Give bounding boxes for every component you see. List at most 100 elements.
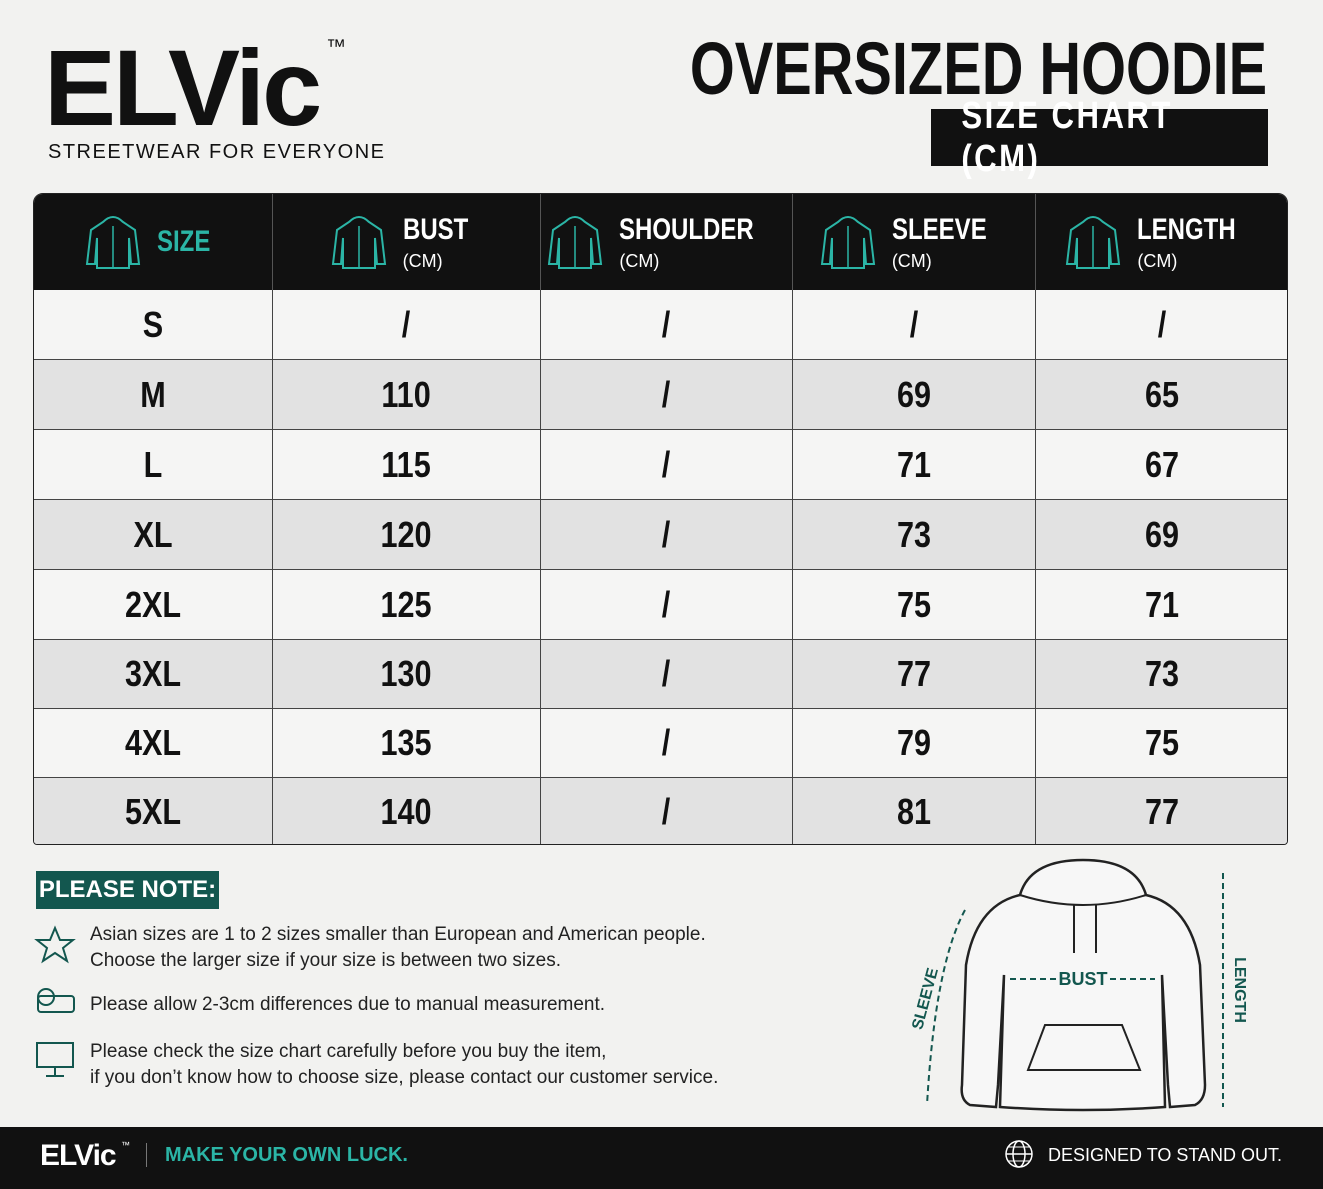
cell-text: / [662,513,671,555]
note-line: if you don’t know how to choose size, pl… [90,1067,719,1088]
cell-text: / [662,653,671,694]
table-cell: / [541,290,793,360]
table-cell: / [541,360,793,430]
table-cell: 71 [793,430,1036,500]
cell-text: / [662,373,671,415]
cell-text: 3XL [124,653,182,694]
cell-text: 5XL [124,790,182,832]
header-text: SLEEVE (CM) [892,213,1010,272]
header-text: SIZE [157,225,224,259]
cell-text: / [402,303,411,345]
size-table: SIZE BUST (CM) SHOULDER (CM) SLEEVE (CM) LENGTH… [33,193,1288,845]
globe-icon [1005,1140,1033,1168]
hoodie-diagram: BUST SLEEVE LENGTH [909,858,1248,1112]
note-line: Please allow 2-3cm differences due to ma… [90,994,606,1015]
sleeve-label: SLEEVE [909,966,942,1032]
cell-text: 115 [381,443,432,485]
table-cell: 71 [1036,570,1287,640]
note-line: Asian sizes are 1 to 2 sizes smaller tha… [90,924,706,945]
table-cell: / [1036,290,1287,360]
divider [146,1143,147,1167]
table-cell: M [34,360,273,430]
header-label: SHOULDER [619,212,755,246]
cell-text: 4XL [124,722,182,763]
table-cell: 5XL [34,778,273,844]
table-cell: 73 [793,500,1036,570]
column-icon [331,216,386,269]
note-line: Please check the size chart carefully be… [90,1041,607,1062]
cell-text: / [662,722,671,763]
table-cell: 120 [273,500,541,570]
table-cell: 115 [273,430,541,500]
notes-title: PLEASE NOTE: [36,871,219,909]
header-text: LENGTH (CM) [1137,213,1260,272]
table-cell: 81 [793,778,1036,844]
cell-text: 75 [896,583,932,625]
table-cell: 67 [1036,430,1287,500]
table-cell: XL [34,500,273,570]
cell-text: 77 [896,653,932,694]
column-icon [1066,216,1121,269]
header-cell: SIZE [34,194,273,290]
table-cell: / [541,500,793,570]
title: OVERSIZED HOODIE [689,27,1267,110]
tagline: STREETWEAR FOR EVERYONE [48,141,386,163]
table-cell: 130 [273,640,541,709]
subtitle-text: SIZE CHART (CM) [961,94,1173,180]
subtitle: SIZE CHART (CM) [931,95,1268,180]
footer [0,1127,1323,1189]
header-text: BUST (CM) [403,213,485,272]
header-label: BUST [402,212,468,246]
cell-text: 77 [1144,790,1180,832]
table-cell: / [541,570,793,640]
cell-text: / [1157,303,1167,345]
cell-text: 130 [380,653,433,694]
header-cell: SHOULDER (CM) [541,194,793,290]
table-cell: / [541,640,793,709]
table-cell: 110 [273,360,541,430]
cell-text: 71 [896,443,932,485]
header-text: SHOULDER (CM) [619,213,787,272]
table-cell: / [541,430,793,500]
cell-text: 79 [896,722,932,763]
cell-text: 110 [381,373,432,415]
cell-text: 71 [1144,583,1180,625]
table-cell: 2XL [34,570,273,640]
note-icons [34,925,76,1077]
cell-text: 125 [380,583,433,625]
table-cell: 77 [793,640,1036,709]
column-icon [820,216,875,269]
table-cell: 69 [1036,500,1287,570]
cell-text: 81 [896,790,932,832]
table-cell: 77 [1036,778,1287,844]
table-cell: / [541,709,793,778]
cell-text: / [662,303,671,345]
cell-text: 135 [380,722,433,763]
cell-text: / [662,583,671,625]
table-cell: 65 [1036,360,1287,430]
table-cell: 4XL [34,709,273,778]
table-cell: 73 [1036,640,1287,709]
bust-label: BUST [1059,969,1108,989]
footer-slogan: MAKE YOUR OWN LUCK. [165,1144,408,1166]
cell-text: 75 [1144,722,1180,763]
cell-text: 73 [1144,653,1180,694]
length-label: LENGTH [1231,957,1248,1023]
cell-text: 140 [380,790,433,832]
cell-text: XL [133,513,173,555]
header-cell: LENGTH (CM) [1036,194,1287,290]
cell-text: M [140,373,166,415]
table-cell: 75 [793,570,1036,640]
table-cell: 3XL [34,640,273,709]
footer-trademark: ™ [121,1140,130,1150]
header-unit: (CM) [619,250,660,271]
header-label: LENGTH [1137,212,1236,246]
table-cell: / [273,290,541,360]
header-cell: SLEEVE (CM) [793,194,1036,290]
note: Please allow 2-3cm differences due to ma… [90,992,605,1018]
cell-text: S [142,303,164,345]
table-cell: / [541,778,793,844]
header-label: SLEEVE [891,212,987,246]
cell-text: 120 [380,513,433,555]
